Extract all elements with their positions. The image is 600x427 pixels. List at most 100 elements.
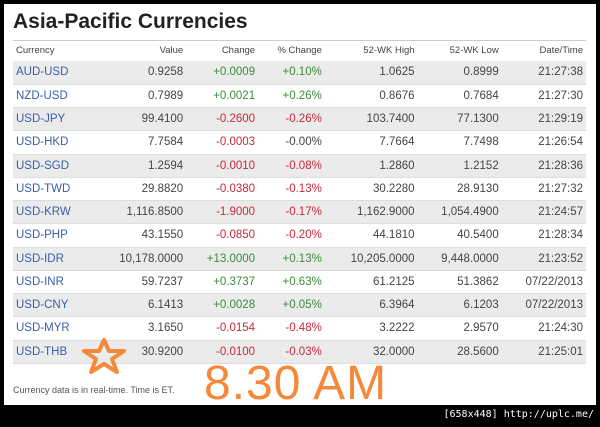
- cell-value: 3.1650: [93, 316, 187, 341]
- cell-value: 7.7584: [93, 130, 187, 155]
- divider: [13, 40, 586, 41]
- cell-52-wk-high: 10,205.0000: [324, 247, 418, 271]
- cell-52-wk-low: 1,054.4900: [417, 200, 502, 225]
- cell-52-wk-low: 0.7684: [417, 84, 502, 109]
- column-header: 52-WK High: [363, 45, 415, 56]
- cell-date-time: 21:25:01: [501, 340, 586, 364]
- watermark: [658x448] http://uplc.me/: [443, 409, 594, 420]
- table-row: USD-PHP 43.1550 -0.0850 -0.20% 44.1810 40.540…: [13, 223, 586, 248]
- cell-value: 1,116.8500: [93, 200, 187, 225]
- cell-value: 10,178.0000: [93, 247, 187, 271]
- cell-change: +0.13%: [258, 247, 325, 271]
- cell-value: 99.4100: [93, 107, 187, 132]
- cell-52-wk-low: 40.5400: [417, 223, 502, 248]
- cell-change: -0.0100: [186, 340, 259, 364]
- cell-52-wk-low: 28.9130: [417, 177, 502, 202]
- currency-link[interactable]: USD-CNY: [13, 293, 94, 318]
- cell-52-wk-low: 0.8999: [417, 61, 502, 85]
- cell-52-wk-low: 9,448.0000: [417, 247, 502, 271]
- cell-date-time: 07/22/2013: [501, 270, 586, 295]
- table-row: USD-CNY 6.1413 +0.0028 +0.05% 6.3964 6.1203 07…: [13, 293, 586, 318]
- currency-panel: Asia-Pacific Currencies Currency Value Cha…: [4, 4, 596, 405]
- cell-52-wk-low: 28.5600: [417, 340, 502, 364]
- cell-52-wk-high: 0.8676: [324, 84, 418, 109]
- column-header: 52-WK Low: [449, 45, 499, 56]
- table-row: USD-JPY 99.4100 -0.2600 -0.26% 103.7400 77.13…: [13, 107, 586, 132]
- cell-52-wk-high: 32.0000: [324, 340, 418, 364]
- currency-link[interactable]: USD-MYR: [13, 316, 94, 341]
- cell-value: 29.8820: [93, 177, 187, 202]
- currency-link[interactable]: USD-TWD: [13, 177, 94, 202]
- cell-change: -0.0003: [186, 130, 259, 155]
- cell-date-time: 21:27:38: [501, 61, 586, 85]
- table-header: Currency Value Change % Change 52-WK High 52-…: [13, 40, 586, 61]
- column-header: Change: [221, 45, 256, 56]
- cell-52-wk-high: 1.2860: [324, 154, 418, 178]
- cell-change: +0.26%: [258, 84, 325, 109]
- cell-change: -0.03%: [258, 340, 325, 364]
- cell-change: +0.63%: [258, 270, 325, 295]
- currency-link[interactable]: NZD-USD: [13, 84, 94, 109]
- cell-date-time: 21:27:30: [501, 84, 586, 109]
- cell-value: 6.1413: [93, 293, 187, 318]
- footer-note: Currency data is in real-time. Time is E…: [13, 385, 175, 395]
- cell-date-time: 21:23:52: [501, 247, 586, 271]
- table-row: NZD-USD 0.7989 +0.0021 +0.26% 0.8676 0.7684 21…: [13, 84, 586, 109]
- column-header: Value: [159, 45, 184, 56]
- cell-52-wk-high: 6.3964: [324, 293, 418, 318]
- cell-52-wk-low: 7.7498: [417, 130, 502, 155]
- cell-52-wk-high: 7.7664: [324, 130, 418, 155]
- cell-change: +0.3737: [186, 270, 259, 295]
- cell-change: -0.17%: [258, 200, 325, 225]
- currency-link[interactable]: USD-JPY: [13, 107, 94, 132]
- cell-date-time: 07/22/2013: [501, 293, 586, 318]
- cell-change: +0.05%: [258, 293, 325, 318]
- cell-change: -1.9000: [186, 200, 259, 225]
- column-header: % Change: [277, 45, 322, 56]
- column-header: Currency: [16, 45, 55, 56]
- table-row: AUD-USD 0.9258 +0.0009 +0.10% 1.0625 0.8999 21…: [13, 61, 586, 85]
- annotation-text: 8.30 AM: [204, 357, 388, 405]
- currency-link[interactable]: USD-KRW: [13, 200, 94, 225]
- star-icon: [82, 338, 126, 374]
- cell-change: -0.08%: [258, 154, 325, 178]
- currency-link[interactable]: USD-THB: [13, 340, 94, 364]
- currency-link[interactable]: USD-INR: [13, 270, 94, 295]
- cell-date-time: 21:24:57: [501, 200, 586, 225]
- table-row: USD-THB 30.9200 -0.0100 -0.03% 32.0000 28.560…: [13, 340, 586, 364]
- cell-change: -0.0010: [186, 154, 259, 178]
- cell-value: 1.2594: [93, 154, 187, 178]
- currency-table: Currency Value Change % Change 52-WK High 52-…: [13, 40, 586, 364]
- cell-value: 59.7237: [93, 270, 187, 295]
- cell-52-wk-high: 44.1810: [324, 223, 418, 248]
- currency-link[interactable]: USD-IDR: [13, 247, 94, 271]
- cell-change: -0.20%: [258, 223, 325, 248]
- table-row: USD-SGD 1.2594 -0.0010 -0.08% 1.2860 1.2152 21…: [13, 154, 586, 178]
- cell-value: 43.1550: [93, 223, 187, 248]
- cell-change: +0.0009: [186, 61, 259, 85]
- cell-change: +0.0028: [186, 293, 259, 318]
- table-row: USD-INR 59.7237 +0.3737 +0.63% 61.2125 51.386…: [13, 270, 586, 295]
- currency-link[interactable]: USD-HKD: [13, 130, 94, 155]
- cell-date-time: 21:28:34: [501, 223, 586, 248]
- cell-date-time: 21:24:30: [501, 316, 586, 341]
- cell-change: -0.0380: [186, 177, 259, 202]
- cell-52-wk-high: 30.2280: [324, 177, 418, 202]
- cell-52-wk-low: 51.3862: [417, 270, 502, 295]
- cell-52-wk-high: 61.2125: [324, 270, 418, 295]
- cell-52-wk-high: 3.2222: [324, 316, 418, 341]
- cell-change: -0.13%: [258, 177, 325, 202]
- cell-change: -0.26%: [258, 107, 325, 132]
- cell-change: -0.48%: [258, 316, 325, 341]
- table-row: USD-HKD 7.7584 -0.0003 -0.00% 7.7664 7.7498 21…: [13, 130, 586, 155]
- cell-change: -0.00%: [258, 130, 325, 155]
- currency-link[interactable]: USD-SGD: [13, 154, 94, 178]
- cell-change: -0.0154: [186, 316, 259, 341]
- cell-change: +13.0000: [186, 247, 259, 271]
- cell-date-time: 21:29:19: [501, 107, 586, 132]
- table-row: USD-MYR 3.1650 -0.0154 -0.48% 3.2222 2.9570 21…: [13, 316, 586, 341]
- currency-link[interactable]: USD-PHP: [13, 223, 94, 248]
- table-row: USD-TWD 29.8820 -0.0380 -0.13% 30.2280 28.913…: [13, 177, 586, 202]
- currency-link[interactable]: AUD-USD: [13, 61, 94, 85]
- table-row: USD-IDR 10,178.0000 +13.0000 +0.13% 10,205.0…: [13, 247, 586, 271]
